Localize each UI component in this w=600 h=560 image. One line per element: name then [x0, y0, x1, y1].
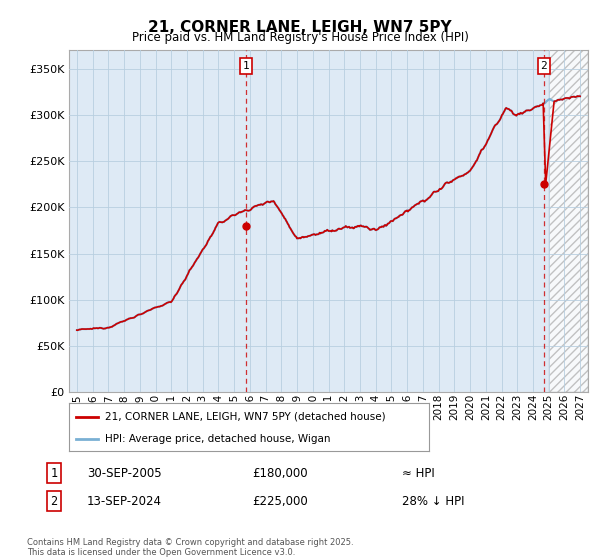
- Text: 1: 1: [242, 61, 250, 71]
- Text: 2: 2: [541, 61, 547, 71]
- Text: 21, CORNER LANE, LEIGH, WN7 5PY: 21, CORNER LANE, LEIGH, WN7 5PY: [148, 20, 452, 35]
- Text: 30-SEP-2005: 30-SEP-2005: [87, 466, 161, 480]
- Text: Contains HM Land Registry data © Crown copyright and database right 2025.
This d: Contains HM Land Registry data © Crown c…: [27, 538, 353, 557]
- Text: 13-SEP-2024: 13-SEP-2024: [87, 494, 162, 508]
- Text: £180,000: £180,000: [252, 466, 308, 480]
- Text: HPI: Average price, detached house, Wigan: HPI: Average price, detached house, Wiga…: [105, 434, 331, 444]
- Text: ≈ HPI: ≈ HPI: [402, 466, 435, 480]
- Text: 1: 1: [50, 466, 58, 480]
- Text: £225,000: £225,000: [252, 494, 308, 508]
- Text: 28% ↓ HPI: 28% ↓ HPI: [402, 494, 464, 508]
- Bar: [548, 50, 588, 392]
- Text: 2: 2: [50, 494, 58, 508]
- Text: Price paid vs. HM Land Registry's House Price Index (HPI): Price paid vs. HM Land Registry's House …: [131, 31, 469, 44]
- Text: 21, CORNER LANE, LEIGH, WN7 5PY (detached house): 21, CORNER LANE, LEIGH, WN7 5PY (detache…: [105, 412, 386, 422]
